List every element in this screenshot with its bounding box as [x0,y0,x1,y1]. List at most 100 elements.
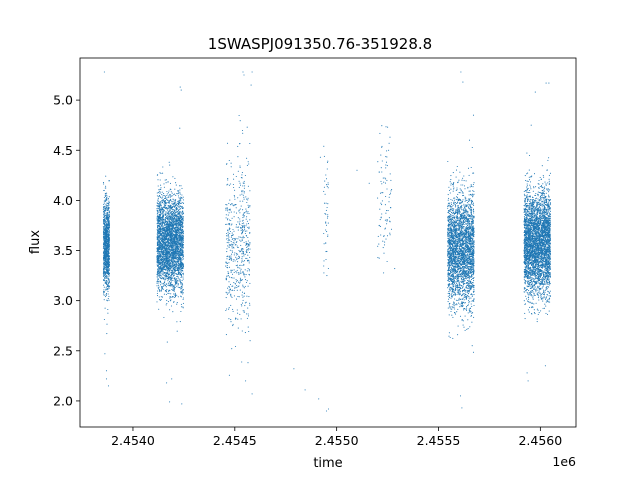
data-point [168,268,170,270]
data-point [169,244,172,246]
data-point [104,241,106,243]
data-point [171,234,173,236]
data-point [238,180,240,182]
data-point [168,220,170,222]
data-point [174,209,176,211]
data-point [167,241,169,243]
data-point [182,217,184,219]
data-point [168,229,171,231]
data-point [165,237,168,239]
data-point [106,206,108,208]
data-point [159,242,161,244]
data-point [170,195,172,197]
data-point [173,194,175,196]
data-point [105,241,107,243]
data-point [158,273,160,275]
data-point [162,210,164,212]
data-point [179,185,181,187]
data-point [167,212,169,214]
data-point [171,239,173,241]
data-point [168,214,170,216]
data-point [108,196,110,198]
data-point [179,217,181,220]
data-point [237,257,240,260]
data-point [247,267,249,270]
data-point [232,241,234,244]
data-point [174,269,176,271]
data-point [167,242,169,244]
data-point [234,238,236,240]
data-point [232,323,234,325]
data-point [106,248,108,250]
data-point [165,265,167,267]
data-point [168,190,170,192]
data-point [162,262,164,264]
data-point [182,246,184,248]
data-point [168,259,170,261]
data-point [168,257,170,259]
data-point [157,235,159,237]
data-point [158,224,160,227]
data-point [238,210,240,212]
data-point [243,224,245,226]
data-point [163,274,165,276]
data-point [159,261,161,264]
data-point [246,198,248,200]
data-point [158,308,160,310]
data-point [248,228,250,230]
data-point [104,232,106,234]
data-point [174,241,176,243]
data-point [166,268,169,270]
data-point [159,255,161,257]
data-point [105,267,108,269]
data-point [104,223,106,225]
data-point [161,276,163,278]
data-point [180,271,182,274]
data-point [156,217,158,219]
data-point [104,259,106,261]
data-point [105,221,108,223]
data-point [234,345,237,348]
data-point [233,178,235,180]
data-point [174,244,176,246]
data-point [181,288,183,290]
data-point [225,265,227,267]
data-point [157,212,159,214]
data-point [105,237,107,239]
data-point [227,255,229,257]
data-point [106,205,108,207]
data-point [227,240,229,242]
data-point [108,287,110,289]
data-point [158,286,160,288]
data-point [106,256,108,258]
data-point [103,259,105,261]
data-point [167,277,170,279]
data-point [248,296,250,298]
data-point [106,254,108,256]
data-point [108,269,110,271]
data-point [161,258,163,260]
data-point [157,264,159,267]
data-point [173,285,175,287]
data-point [229,291,231,293]
data-point [106,260,108,262]
data-point [168,195,170,197]
data-point [166,302,168,305]
data-point [103,284,105,286]
data-point [168,233,170,235]
data-point [164,253,166,255]
data-point [176,259,178,261]
data-point [158,215,160,217]
data-point [103,242,105,244]
data-point [106,239,109,241]
data-point [231,250,233,252]
data-point [173,296,175,298]
data-point [105,283,107,285]
data-point [161,231,163,233]
data-point [182,241,184,243]
data-point [244,274,246,276]
data-point [104,265,106,267]
data-point [104,249,106,251]
data-point [178,273,180,275]
data-point [241,193,243,195]
